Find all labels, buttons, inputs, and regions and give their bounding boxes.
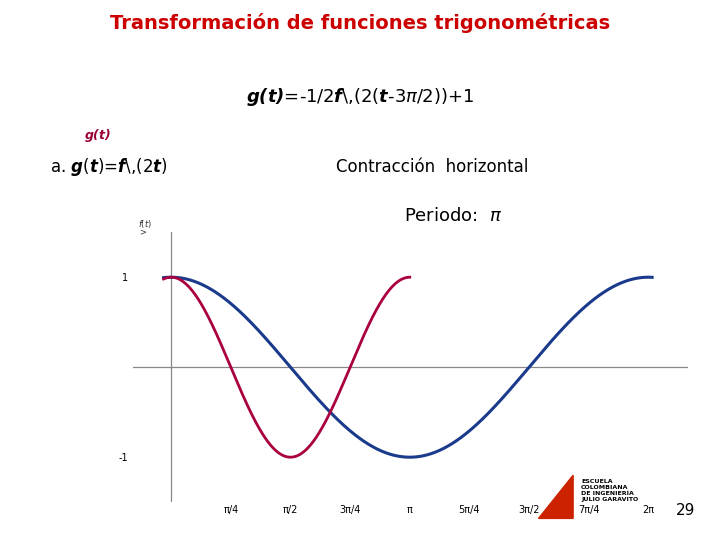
Polygon shape	[539, 475, 573, 518]
Text: $>$: $>$	[138, 228, 148, 238]
Text: 29: 29	[675, 503, 695, 518]
Text: Transformación de funciones trigonométricas: Transformación de funciones trigonométri…	[110, 13, 610, 33]
Text: $\bfit{g}(\bfit{t})$=-1/2$\bfit{f}$\,(2($\bfit{t}$-3$\pi$/2))+1: $\bfit{g}(\bfit{t})$=-1/2$\bfit{f}$\,(2(…	[246, 86, 474, 108]
Text: $f(t)$: $f(t)$	[138, 218, 153, 230]
Text: a. $\bfit{g}$($\bfit{t}$)=$\bfit{f}$\,(2$\bfit{t}$): a. $\bfit{g}$($\bfit{t}$)=$\bfit{f}$\,(2…	[50, 157, 168, 178]
Text: ESCUELA
COLOMBIANA
DE INGENIERÍA
JULIO GARAVITO: ESCUELA COLOMBIANA DE INGENIERÍA JULIO G…	[581, 479, 639, 502]
Text: Contracción  horizontal: Contracción horizontal	[336, 158, 528, 177]
Text: $\bfit{g(t)}$: $\bfit{g(t)}$	[84, 126, 111, 144]
Text: Periodo:  $\pi$: Periodo: $\pi$	[405, 207, 503, 225]
